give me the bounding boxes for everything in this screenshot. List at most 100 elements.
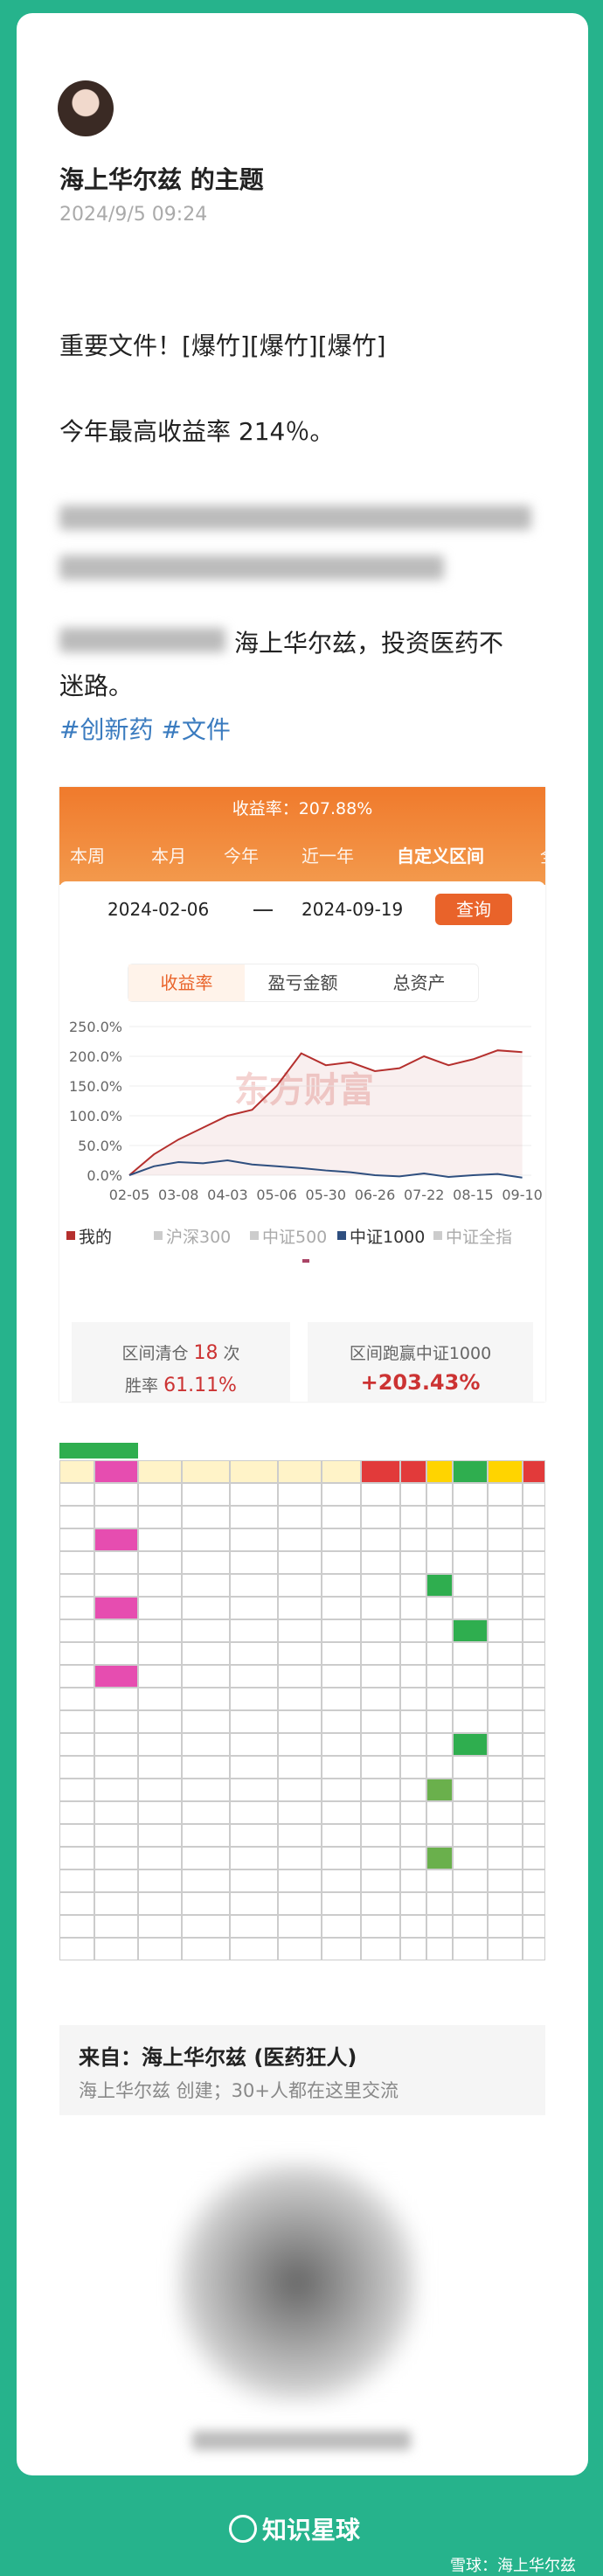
orange-header bbox=[59, 787, 545, 885]
legend-label[interactable]: 中证1000 bbox=[350, 1228, 426, 1247]
legend-swatch bbox=[433, 1231, 442, 1240]
table-cell bbox=[488, 1665, 523, 1688]
table-banner bbox=[59, 1443, 138, 1459]
table-cell bbox=[361, 1733, 400, 1756]
metric-tab[interactable]: 盈亏金额 bbox=[267, 972, 338, 993]
table-cell bbox=[59, 1528, 94, 1551]
table-cell bbox=[523, 1756, 545, 1779]
y-tick-label: 250.0% bbox=[69, 1019, 122, 1035]
table-cell bbox=[488, 1824, 523, 1847]
table-cell bbox=[361, 1824, 400, 1847]
series-line bbox=[128, 1159, 523, 1179]
stat-box bbox=[308, 1322, 533, 1402]
table-cell bbox=[230, 1597, 278, 1619]
period-tab[interactable]: 本月 bbox=[151, 846, 186, 867]
period-tab[interactable]: 今年 bbox=[224, 846, 259, 867]
period-tab[interactable]: 近一年 bbox=[302, 846, 354, 867]
table-cell bbox=[488, 1528, 523, 1551]
table-cell bbox=[426, 1892, 453, 1915]
table-cell bbox=[182, 1665, 230, 1688]
table-cell bbox=[94, 1597, 138, 1619]
table-cell bbox=[59, 1574, 94, 1597]
table-cell bbox=[230, 1688, 278, 1710]
period-tab[interactable]: 本周 bbox=[70, 846, 105, 867]
legend-label[interactable]: 中证500 bbox=[262, 1228, 328, 1247]
table-cell bbox=[426, 1574, 453, 1597]
table-cell bbox=[138, 1915, 182, 1938]
table-cell bbox=[182, 1642, 230, 1665]
table-cell bbox=[488, 1779, 523, 1801]
table-cell bbox=[400, 1665, 426, 1688]
table-cell bbox=[453, 1665, 488, 1688]
table-cell bbox=[523, 1892, 545, 1915]
table-cell bbox=[322, 1710, 361, 1733]
table-cell bbox=[361, 1801, 400, 1824]
table-cell bbox=[138, 1551, 182, 1574]
hashtags[interactable]: #创新药 #文件 bbox=[59, 715, 231, 744]
table-cell bbox=[182, 1619, 230, 1642]
metric-tab[interactable]: 收益率 bbox=[128, 964, 245, 1001]
table-cell bbox=[94, 1801, 138, 1824]
table-cell bbox=[453, 1574, 488, 1597]
table-cell bbox=[453, 1915, 488, 1938]
table-cell bbox=[94, 1938, 138, 1960]
table-cell bbox=[230, 1506, 278, 1528]
table-cell bbox=[523, 1551, 545, 1574]
table-cell bbox=[94, 1574, 138, 1597]
period-tab[interactable]: 自定义区间 bbox=[397, 846, 484, 867]
blurred-text bbox=[192, 2431, 411, 2450]
table-cell bbox=[400, 1847, 426, 1869]
start-date[interactable]: 2024-02-06 bbox=[107, 899, 210, 920]
legend-swatch bbox=[154, 1231, 163, 1240]
table-cell bbox=[182, 1847, 230, 1869]
legend-label[interactable]: 沪深300 bbox=[166, 1228, 232, 1247]
table-cell bbox=[488, 1847, 523, 1869]
table-cell bbox=[278, 1551, 322, 1574]
source-box[interactable] bbox=[59, 2025, 545, 2115]
table-cell bbox=[400, 1528, 426, 1551]
end-date[interactable]: 2024-09-19 bbox=[302, 899, 404, 920]
table-cell bbox=[182, 1869, 230, 1892]
legend-label[interactable]: 中证全指 bbox=[446, 1228, 513, 1247]
table-cell bbox=[94, 1528, 138, 1551]
table-cell bbox=[361, 1915, 400, 1938]
table-cell bbox=[523, 1779, 545, 1801]
table-image bbox=[59, 1443, 545, 1981]
x-tick-label: 08-15 bbox=[453, 1187, 494, 1203]
stat-value: +203.43% bbox=[360, 1370, 481, 1395]
metric-tab[interactable]: 总资产 bbox=[392, 972, 446, 993]
table-cell bbox=[453, 1801, 488, 1824]
table-cell bbox=[59, 1665, 94, 1688]
legend: 我的 沪深300 中证500 中证1000 中证全指 bbox=[66, 1224, 545, 1250]
table-cell bbox=[523, 1869, 545, 1892]
table-cell bbox=[523, 1597, 545, 1619]
table-cell bbox=[182, 1460, 230, 1483]
legend-label[interactable]: 我的 bbox=[79, 1228, 113, 1247]
table-cell bbox=[182, 1915, 230, 1938]
table-cell bbox=[426, 1551, 453, 1574]
table-cell bbox=[426, 1483, 453, 1506]
table-cell bbox=[400, 1733, 426, 1756]
table-cell bbox=[523, 1528, 545, 1551]
table-cell bbox=[523, 1460, 545, 1483]
table-cell bbox=[230, 1892, 278, 1915]
table-cell bbox=[138, 1892, 182, 1915]
avatar[interactable] bbox=[58, 80, 114, 136]
period-tab[interactable]: 全 bbox=[540, 842, 545, 867]
x-tick-label: 04-03 bbox=[207, 1187, 248, 1203]
table-cell bbox=[488, 1642, 523, 1665]
table-cell bbox=[138, 1756, 182, 1779]
table-cell bbox=[230, 1847, 278, 1869]
query-button[interactable]: 查询 bbox=[435, 894, 512, 925]
table-cell bbox=[230, 1483, 278, 1506]
table-cell bbox=[426, 1938, 453, 1960]
table-cell bbox=[182, 1801, 230, 1824]
table-cell bbox=[94, 1483, 138, 1506]
table-cell bbox=[59, 1551, 94, 1574]
table-cell bbox=[488, 1551, 523, 1574]
blurred-qr bbox=[175, 2160, 419, 2405]
table-cell bbox=[138, 1733, 182, 1756]
table-cell bbox=[230, 1779, 278, 1801]
table-cell bbox=[322, 1597, 361, 1619]
table-cell bbox=[361, 1779, 400, 1801]
